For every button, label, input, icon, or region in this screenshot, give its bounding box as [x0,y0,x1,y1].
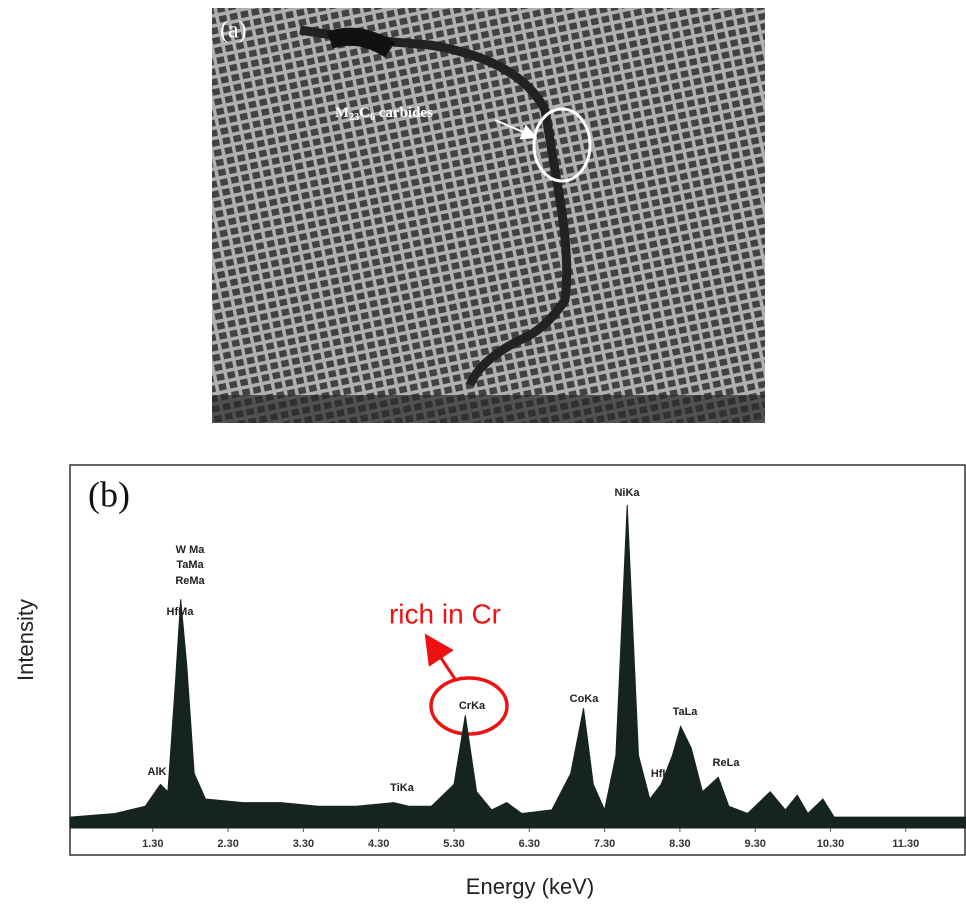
peak-label: AlK [148,766,167,778]
x-tick-label: 7.30 [594,838,615,850]
peak-label: ReMa [175,575,205,587]
spectrum [69,504,966,829]
x-tick-label: 4.30 [368,838,389,850]
x-tick-label: 9.30 [744,838,765,850]
x-tick-label: 6.30 [519,838,540,850]
peak-label: HfL [651,768,670,780]
peak-label: TiKa [390,782,415,794]
y-axis-label: Intensity [13,599,38,681]
panel-label: (a) [220,18,247,44]
peak-label: CrKa [459,700,486,712]
x-tick-label: 3.30 [293,838,314,850]
annotation-sub: 23 [349,112,359,123]
plot-frame [69,464,966,856]
peak-label: HfMa [167,606,195,618]
x-tick-label: 10.30 [817,838,845,850]
annotation-part: M [335,105,349,121]
annotation-arrow [424,633,457,680]
peak-label: ReLa [713,757,741,769]
x-tick-label: 11.30 [892,838,919,850]
chart-title: (b) [88,474,130,514]
x-tick-label: 5.30 [443,838,464,850]
highlight-circle [429,676,509,736]
x-tick-label: 2.30 [217,838,238,850]
peak-label: CoKa [570,693,600,705]
annotation: rich in Cr [389,598,501,629]
peak-label: TaMa [176,559,204,571]
annotation-sub: 6 [370,112,375,123]
carbide-annotation: M23C6 carbides [335,105,433,123]
x-tick-label: 1.30 [142,838,163,850]
annotation-part: carbides [375,105,433,121]
peak-label: TaLa [673,706,699,718]
peak-label: W Ma [176,544,206,556]
x-tick-label: 8.30 [669,838,690,850]
sem-image [212,8,765,423]
x-axis-label: Energy (keV) [466,874,594,899]
annotation-part: C [359,105,370,121]
peak-label: NiKa [614,487,640,499]
